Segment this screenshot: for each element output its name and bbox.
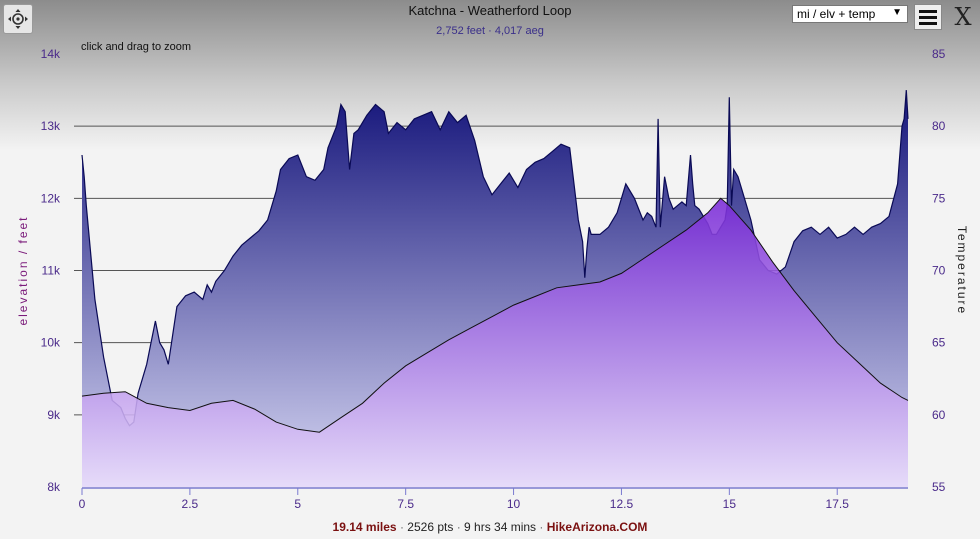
y-left-tick-label: 10k bbox=[41, 336, 61, 350]
chart-footer: 19.14 miles · 2526 pts · 9 hrs 34 mins ·… bbox=[0, 520, 980, 534]
footer-separator: · bbox=[539, 520, 544, 534]
y-left-tick-label: 12k bbox=[41, 191, 61, 205]
x-tick-label: 5 bbox=[294, 497, 301, 511]
x-tick-label: 10 bbox=[507, 497, 521, 511]
crosshair-move-icon bbox=[8, 9, 28, 29]
y-right-tick-label: 65 bbox=[932, 336, 946, 350]
y-left-axis-title: elevation / feet bbox=[16, 215, 30, 325]
footer-separator: · bbox=[456, 520, 461, 534]
temperature-area bbox=[82, 198, 908, 488]
hamburger-menu-icon bbox=[919, 15, 937, 19]
y-left-tick-label: 13k bbox=[41, 119, 61, 133]
chevron-down-icon: ▼ bbox=[892, 7, 902, 18]
x-tick-label: 12.5 bbox=[610, 497, 634, 511]
elevation-line bbox=[81, 90, 909, 427]
crosshair-move-button[interactable] bbox=[3, 4, 33, 34]
x-tick-label: 2.5 bbox=[182, 497, 199, 511]
footer-distance: 19.14 miles bbox=[332, 520, 397, 534]
x-tick-label: 17.5 bbox=[826, 497, 850, 511]
footer-separator: · bbox=[399, 520, 404, 534]
y-left-tick-label: 9k bbox=[47, 408, 61, 422]
chart-subtitle: 2,752 feet · 4,017 aeg bbox=[436, 25, 544, 37]
temperature-line bbox=[81, 197, 909, 433]
chart-title: Katchna - Weatherford Loop bbox=[408, 3, 572, 18]
y-left-tick-label: 14k bbox=[41, 47, 61, 61]
y-left-tick-label: 11k bbox=[42, 264, 61, 278]
y-right-tick-label: 75 bbox=[932, 191, 946, 205]
y-right-tick-label: 80 bbox=[932, 119, 946, 133]
view-mode-select[interactable]: mi / elv + temp ▼ bbox=[792, 5, 908, 23]
footer-duration: 9 hrs 34 mins bbox=[464, 520, 537, 534]
y-right-tick-label: 70 bbox=[932, 264, 946, 278]
x-tick-label: 0 bbox=[79, 497, 86, 511]
view-mode-value: mi / elv + temp bbox=[797, 7, 876, 21]
y-left-tick-label: 8k bbox=[47, 480, 61, 494]
y-right-tick-label: 60 bbox=[932, 408, 946, 422]
close-button[interactable]: X bbox=[954, 3, 972, 31]
footer-points: 2526 pts bbox=[407, 520, 454, 534]
x-tick-label: 15 bbox=[723, 497, 737, 511]
y-right-axis-title: Temperature bbox=[955, 226, 969, 315]
zoom-hint: click and drag to zoom bbox=[81, 41, 192, 53]
footer-site-link[interactable]: HikeArizona.COM bbox=[546, 520, 648, 534]
x-tick-label: 7.5 bbox=[397, 497, 414, 511]
y-right-tick-label: 55 bbox=[932, 480, 946, 494]
hamburger-menu-icon bbox=[919, 21, 937, 25]
hamburger-menu-icon bbox=[919, 9, 937, 13]
y-right-tick-label: 85 bbox=[932, 47, 946, 61]
chart-menu-button[interactable] bbox=[914, 4, 942, 30]
chart-background-top bbox=[0, 0, 980, 150]
